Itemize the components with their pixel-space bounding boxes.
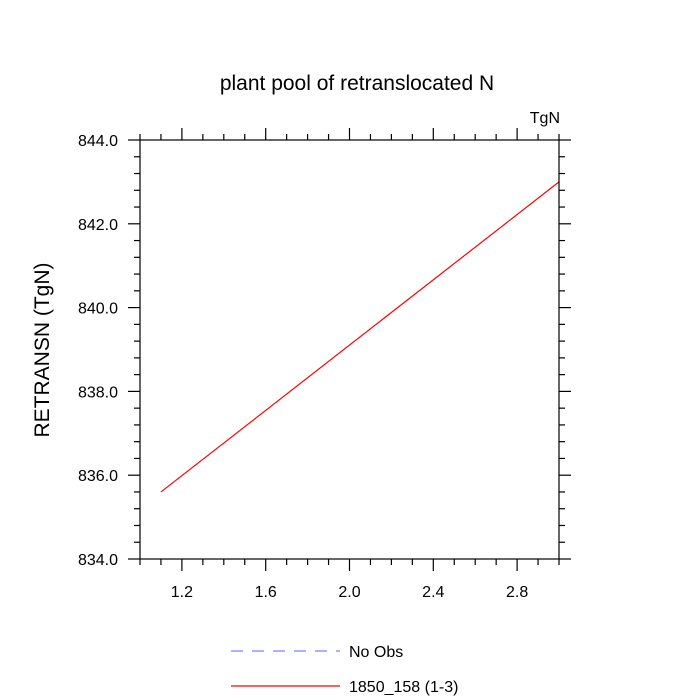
- y-tick-label: 844.0: [78, 133, 118, 150]
- series-line: [160, 181, 560, 493]
- tick-labels: 1.2 1.6 2.0 2.4 2.8 834.0 836.0 838.0 840.0 842.0…: [78, 133, 528, 601]
- legend: No Obs 1850_158 (1-3): [231, 644, 458, 696]
- x-tick-label: 1.6: [255, 584, 277, 601]
- y-tick-label: 840.0: [78, 301, 118, 318]
- y-tick-label: 838.0: [78, 384, 118, 401]
- y-tick-label: 842.0: [78, 217, 118, 234]
- chart-title: plant pool of retranslocated N: [220, 72, 494, 95]
- x-tick-label: 2.0: [338, 584, 360, 601]
- legend-label-series: 1850_158 (1-3): [349, 679, 458, 696]
- x-tick-label: 2.4: [422, 584, 444, 601]
- legend-label-no-obs: No Obs: [349, 644, 403, 661]
- x-tick-label: 1.2: [171, 584, 193, 601]
- plot-frame: [139, 139, 560, 560]
- y-axis-label: RETRANSN (TgN): [31, 262, 54, 437]
- y-tick-label: 836.0: [78, 468, 118, 485]
- series-layer: [160, 181, 560, 493]
- ticks: [128, 128, 571, 571]
- x-tick-label: 2.8: [506, 584, 528, 601]
- units-label: TgN: [530, 110, 560, 127]
- y-tick-label: 834.0: [78, 552, 118, 569]
